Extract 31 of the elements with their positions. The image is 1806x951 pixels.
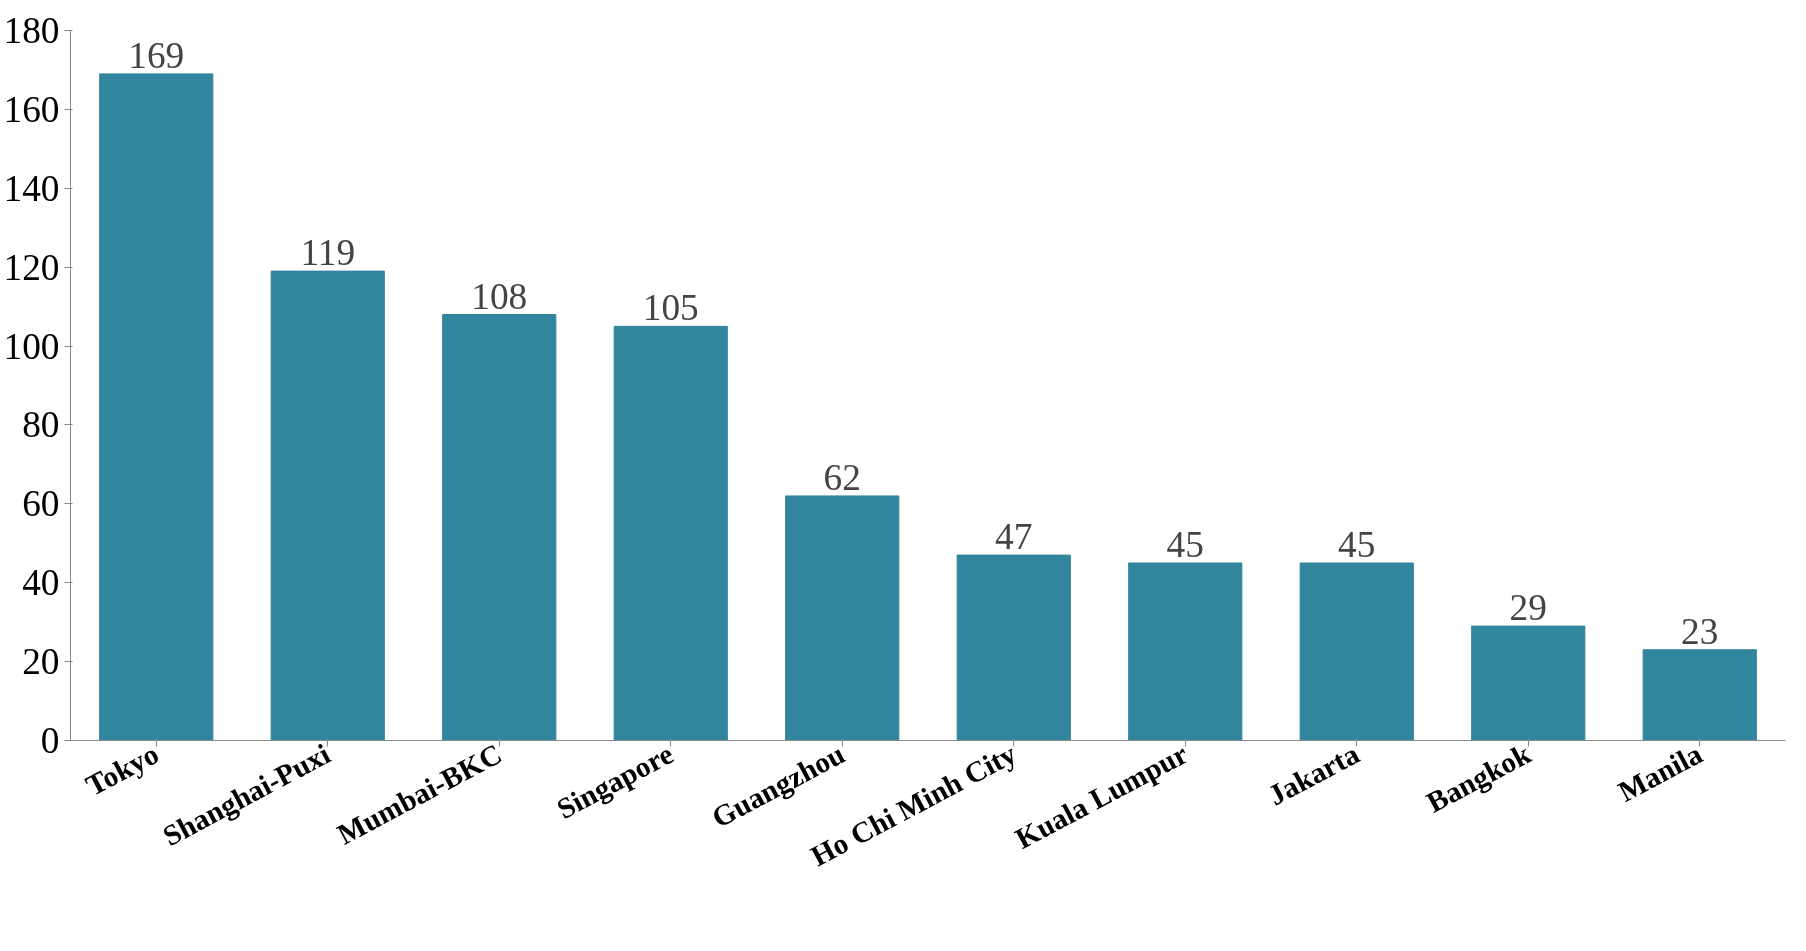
- data-label: 105: [642, 287, 699, 329]
- bar: [1299, 562, 1414, 741]
- y-tick-label: 0: [40, 720, 60, 761]
- data-label: 45: [1166, 524, 1204, 565]
- data-label: 108: [471, 275, 528, 317]
- y-tick-label: 40: [22, 562, 60, 604]
- y-tick-label: 140: [3, 167, 60, 209]
- bar: [956, 554, 1071, 741]
- y-tick-label: 60: [22, 483, 60, 525]
- y-tick-label: 80: [22, 404, 60, 446]
- data-label: 29: [1509, 587, 1547, 629]
- x-tick-label: Tokyo: [80, 737, 164, 802]
- bar: [442, 314, 557, 741]
- y-tick-label: 180: [3, 10, 60, 51]
- bar: [1128, 562, 1243, 741]
- data-label: 47: [995, 516, 1033, 558]
- bar: [1471, 625, 1586, 741]
- data-label: 23: [1681, 610, 1719, 652]
- y-tick-label: 160: [3, 88, 60, 130]
- bar: [785, 495, 900, 741]
- bar: [1642, 649, 1757, 741]
- data-label: 119: [300, 232, 356, 274]
- y-tick-label: 120: [3, 246, 60, 288]
- y-tick-label: 20: [22, 641, 60, 683]
- data-label: 62: [823, 456, 861, 498]
- y-tick-label: 100: [3, 325, 60, 367]
- bar: [270, 270, 385, 741]
- data-label: 45: [1338, 524, 1376, 565]
- data-label: 169: [128, 34, 185, 76]
- bar: [99, 73, 214, 741]
- bar: [613, 325, 728, 741]
